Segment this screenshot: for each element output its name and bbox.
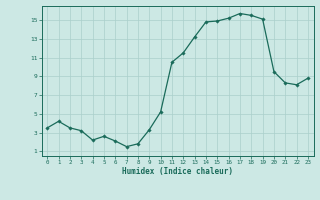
- X-axis label: Humidex (Indice chaleur): Humidex (Indice chaleur): [122, 167, 233, 176]
